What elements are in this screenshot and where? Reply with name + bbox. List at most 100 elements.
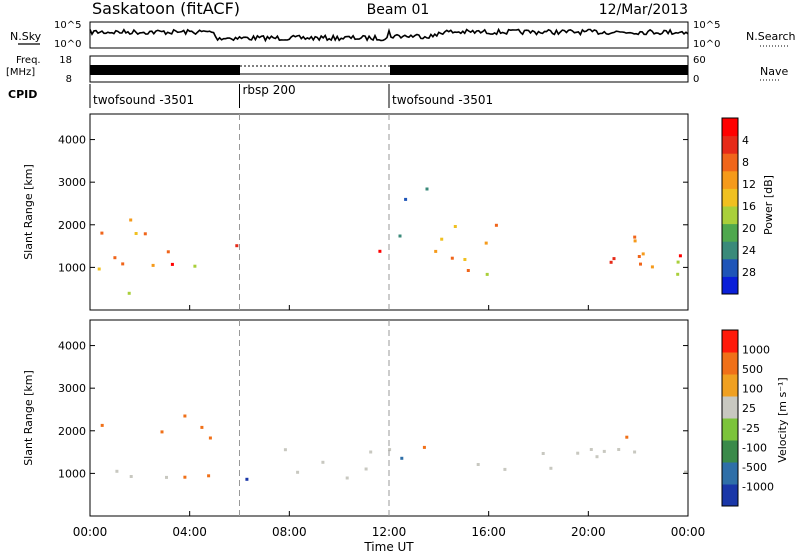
heat-cell	[549, 466, 553, 470]
colorbar-tick-label: 20	[742, 222, 756, 235]
heat-cell	[296, 470, 300, 474]
colorbar-tick-label: -25	[742, 422, 760, 435]
heat-cell	[151, 263, 155, 267]
heat-cell	[494, 223, 498, 227]
velocity-colorbar: 1000 500 100 25 -25 -100 -500 -1000	[721, 329, 774, 507]
heat-cell	[617, 448, 621, 451]
colorbar-swatch	[722, 188, 738, 207]
heat-cell	[345, 476, 349, 480]
colorbar-swatch	[722, 440, 738, 463]
heat-cell	[612, 257, 616, 261]
heat-cell	[641, 252, 645, 256]
y-tick-label: 3000	[58, 176, 86, 189]
colorbar-tick-label: 500	[742, 363, 763, 376]
heat-cell	[369, 450, 373, 454]
x-tick-label: 12:00	[372, 525, 407, 539]
heat-cell	[541, 452, 545, 455]
power-axis: 1000 2000 3000 4000	[58, 114, 689, 310]
heat-cell	[160, 430, 164, 434]
nsky-line	[89, 27, 689, 43]
heat-cell	[127, 291, 131, 295]
heat-cell	[143, 232, 147, 236]
colorbar-swatch	[722, 223, 738, 242]
heat-cell	[235, 244, 239, 248]
nsearch-tick-top: 10^5	[693, 20, 720, 31]
cpid-segment-label: twofsound -3501	[392, 93, 493, 107]
freq-tick-bottom: 8	[66, 74, 72, 85]
heat-cell	[466, 269, 470, 272]
x-tick-label: 20:00	[571, 525, 606, 539]
heat-cell	[678, 254, 682, 258]
cpid-segment-label: rbsp 200	[243, 83, 296, 97]
colorbar-swatch	[722, 418, 738, 441]
power-ylabel: Slant Range [km]	[22, 164, 35, 260]
nsky-trace	[89, 27, 689, 43]
colorbar-swatch	[722, 484, 738, 507]
heat-cell	[364, 467, 368, 471]
nave-tick-top: 60	[693, 55, 706, 66]
station-title: Saskatoon (fitACF)	[92, 0, 240, 18]
colorbar-tick-label: 8	[742, 156, 749, 169]
colorbar-tick-label: 25	[742, 402, 756, 415]
heat-cell	[97, 267, 101, 271]
heat-cell	[129, 218, 133, 222]
heat-cell	[676, 272, 680, 276]
colorbar-swatch	[722, 135, 738, 154]
heat-cell	[183, 475, 187, 479]
heat-cell	[595, 455, 599, 459]
x-tick-label: 16:00	[471, 525, 506, 539]
heat-cell	[200, 425, 204, 429]
heat-cell	[589, 448, 593, 451]
colorbar-swatch	[722, 241, 738, 260]
heat-cell	[165, 475, 168, 479]
heat-cell	[463, 258, 467, 261]
colorbar-swatch	[722, 352, 738, 375]
colorbar-tick-label: 24	[742, 244, 756, 257]
velocity-axis: 1000 2000 3000 4000	[58, 320, 689, 516]
heat-cell	[476, 463, 480, 466]
heat-cell	[484, 241, 488, 245]
heat-cell	[388, 448, 392, 452]
y-tick-label: 4000	[58, 134, 86, 147]
power-panel-bg	[90, 114, 688, 310]
heat-cell	[576, 451, 580, 455]
colorbar-tick-label: 1000	[742, 344, 770, 357]
nave-trace	[90, 65, 688, 75]
nsky-tick-top: 10^5	[54, 20, 81, 31]
heat-cell	[378, 249, 382, 253]
heat-cell	[609, 260, 613, 264]
velocity-ylabel: Slant Range [km]	[22, 370, 35, 466]
power-data	[97, 187, 682, 295]
colorbar-frame	[721, 329, 739, 507]
y-tick-label: 3000	[58, 382, 86, 395]
freq-tick-top: 18	[59, 55, 72, 66]
nsky-label: N.Sky	[10, 30, 42, 43]
heat-cell	[129, 475, 133, 478]
y-tick-label: 1000	[58, 467, 86, 480]
velocity-panel-bg	[90, 320, 688, 516]
nsearch-label: N.Search	[746, 30, 796, 43]
colorbar-swatch	[722, 206, 738, 225]
colorbar-frame	[721, 117, 739, 295]
heat-cell	[440, 237, 444, 241]
heat-cell	[676, 260, 680, 264]
x-axis-label: Time UT	[363, 540, 414, 554]
x-tick-label: 00:00	[671, 525, 706, 539]
heat-cell	[400, 456, 404, 460]
heat-cell	[100, 423, 104, 427]
heat-cell	[134, 232, 138, 235]
heat-cell	[398, 234, 402, 238]
beam-title: Beam 01	[367, 2, 430, 18]
y-tick-label: 2000	[58, 425, 86, 438]
colorbar-swatch	[722, 153, 738, 172]
heat-cell	[602, 449, 606, 453]
nsky-panel	[89, 21, 689, 49]
colorbar-tick-label: -500	[742, 461, 767, 474]
colorbar-tick-label: 100	[742, 383, 763, 396]
heat-cell	[183, 414, 187, 418]
freq-label: Freq.	[16, 55, 41, 66]
nsearch-tick-bottom: 10^0	[693, 39, 720, 50]
heat-cell	[404, 197, 408, 201]
x-tick-label: 04:00	[172, 525, 207, 539]
